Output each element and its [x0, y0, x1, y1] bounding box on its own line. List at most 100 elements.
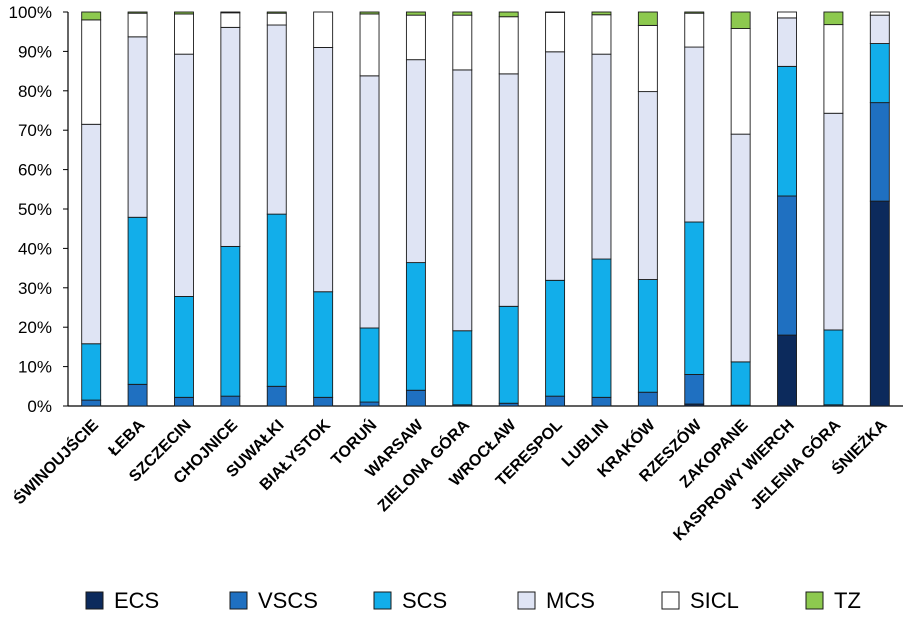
bar-segment-scs [405, 262, 426, 391]
bar-stack [405, 11, 426, 407]
legend-label: VSCS [258, 588, 318, 613]
y-tick-label: 60% [18, 161, 52, 180]
bar-segment-vscs [174, 396, 194, 407]
bar-segment-sicl [313, 11, 334, 48]
bar-segment-sicl [127, 12, 148, 38]
bar-segment-vscs [81, 399, 102, 407]
y-tick-label: 0% [27, 397, 52, 416]
bar-segment-mcs [174, 53, 194, 297]
bar-segment-sicl [637, 24, 658, 93]
bar-segment-mcs [359, 75, 380, 329]
x-tick-label: ŁEBA [106, 416, 149, 459]
legend-item-mcs: MCS [517, 588, 595, 613]
y-tick-label: 100% [9, 3, 52, 22]
bar-segment-scs [545, 279, 566, 397]
y-tick-label: 30% [18, 279, 52, 298]
y-tick-label: 20% [18, 318, 52, 337]
bar-segment-scs [777, 65, 797, 197]
bar-segment-sicl [545, 11, 566, 53]
bar-segment-sicl [869, 11, 890, 16]
bar-segment-mcs [823, 112, 844, 331]
bar-segment-sicl [730, 28, 751, 135]
bar-stack [545, 11, 566, 407]
bar-segment-scs [313, 291, 334, 398]
bar-segment-vscs [545, 395, 566, 407]
bar-segment-mcs [81, 123, 102, 345]
bar-segment-scs [637, 279, 658, 393]
bar-segment-tz [684, 11, 705, 14]
bar-segment-scs [730, 361, 751, 406]
legend-swatch [85, 591, 104, 610]
bar-segment-tz [127, 11, 148, 14]
legend-label: TZ [834, 588, 861, 613]
bar-segment-tz [452, 11, 473, 16]
bar-segment-vscs [777, 195, 797, 336]
y-tick-label: 40% [18, 239, 52, 258]
bar-stack [359, 11, 380, 407]
y-tick-label: 80% [18, 82, 52, 101]
bar-stack [637, 11, 658, 407]
bar-segment-ecs [777, 334, 797, 407]
y-tick-label: 50% [18, 200, 52, 219]
bar-segment-vscs [591, 396, 612, 407]
bar-stack [81, 11, 102, 407]
bar-segment-sicl [266, 12, 287, 26]
bar-segment-scs [869, 43, 890, 104]
y-tick-label: 10% [18, 358, 52, 377]
legend-label: ECS [114, 588, 159, 613]
bar-segment-sicl [823, 24, 844, 114]
bar-segment-vscs [869, 102, 890, 202]
bar-segment-scs [127, 216, 148, 385]
y-tick-label: 90% [18, 42, 52, 61]
chart-bars [81, 11, 890, 407]
legend-label: SCS [402, 588, 447, 613]
bar-segment-scs [591, 258, 612, 398]
bar-segment-mcs [684, 46, 705, 223]
bar-segment-sicl [498, 16, 519, 75]
bar-segment-vscs [266, 385, 287, 407]
bar-stack [498, 11, 519, 407]
bar-segment-mcs [266, 24, 287, 215]
bar-segment-tz [730, 11, 751, 29]
bar-segment-tz [637, 11, 658, 26]
bar-segment-mcs [637, 91, 658, 280]
bar-segment-scs [266, 213, 287, 387]
bar-segment-scs [823, 329, 844, 406]
bar-stack [684, 11, 705, 407]
bar-segment-scs [498, 305, 519, 404]
y-axis-labels: 0% 10% 20% 30% 40% 50% 60% 70% 80% 90% 100% [9, 3, 52, 416]
legend-item-ecs: ECS [85, 588, 159, 613]
bar-segment-sicl [452, 14, 473, 71]
bar-segment-tz [405, 11, 426, 16]
bar-segment-vscs [127, 383, 148, 407]
bar-segment-vscs [359, 401, 380, 407]
bar-segment-mcs [545, 51, 566, 281]
bar-segment-scs [684, 221, 705, 375]
x-tick-label: ŚWINOUJŚCIE [9, 415, 102, 508]
bar-segment-sicl [359, 13, 380, 77]
bar-segment-mcs [498, 73, 519, 307]
legend-label: MCS [546, 588, 595, 613]
bar-segment-tz [174, 11, 194, 15]
bar-segment-vscs [220, 395, 241, 407]
bar-segment-ecs [869, 200, 890, 407]
legend-label: SICL [690, 588, 739, 613]
bar-stack [730, 11, 751, 407]
bar-segment-sicl [81, 19, 102, 125]
bar-stack [127, 11, 148, 407]
bar-segment-mcs [777, 17, 797, 67]
bar-segment-scs [81, 343, 102, 401]
bar-segment-tz [823, 11, 844, 26]
chart-axes [63, 11, 903, 407]
bar-segment-tz [81, 11, 102, 21]
bar-segment-scs [174, 296, 194, 398]
bar-segment-sicl [777, 11, 797, 19]
bar-stack [823, 11, 844, 407]
bar-stack [313, 11, 334, 407]
bar-segment-mcs [730, 133, 751, 363]
legend-swatch [373, 591, 392, 610]
bar-segment-scs [220, 245, 241, 397]
bar-segment-tz [591, 11, 612, 16]
bar-segment-tz [220, 11, 241, 14]
legend-swatch [517, 591, 536, 610]
